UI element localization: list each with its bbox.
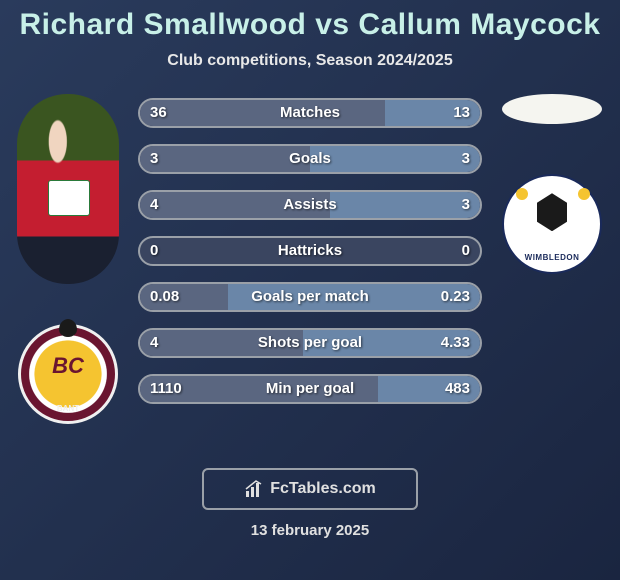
stat-row: 36Matches13 <box>138 98 482 128</box>
left-player-photo <box>17 94 119 284</box>
watermark-text: FcTables.com <box>270 480 376 498</box>
left-player-column: BANT <box>8 94 128 424</box>
left-badge-text: BANT <box>57 404 79 413</box>
stat-label: Goals <box>140 146 480 172</box>
right-player-photo <box>502 94 602 124</box>
stat-value-right: 4.33 <box>441 330 470 356</box>
watermark: FcTables.com <box>202 468 418 510</box>
stat-value-right: 3 <box>462 192 470 218</box>
stat-row: 0Hattricks0 <box>138 236 482 266</box>
left-club-badge: BANT <box>18 324 118 424</box>
stat-value-right: 13 <box>453 100 470 126</box>
stat-value-right: 0.23 <box>441 284 470 310</box>
right-club-badge: WIMBLEDON <box>502 174 602 274</box>
right-badge-text: WIMBLEDON <box>525 253 580 262</box>
stat-row: 3Goals3 <box>138 144 482 174</box>
stat-value-right: 3 <box>462 146 470 172</box>
chart-icon <box>244 479 264 499</box>
stat-row: 1110Min per goal483 <box>138 374 482 404</box>
stat-label: Goals per match <box>140 284 480 310</box>
stat-label: Shots per goal <box>140 330 480 356</box>
date-text: 13 february 2025 <box>0 522 620 539</box>
page-subtitle: Club competitions, Season 2024/2025 <box>0 42 620 70</box>
stat-value-right: 0 <box>462 238 470 264</box>
page-title: Richard Smallwood vs Callum Maycock <box>0 0 620 42</box>
stat-value-right: 483 <box>445 376 470 402</box>
comparison-panel: BANT WIMBLEDON 36Matches133Goals34Assist… <box>0 98 620 438</box>
stat-label: Hattricks <box>140 238 480 264</box>
stat-row: 4Shots per goal4.33 <box>138 328 482 358</box>
stat-bars: 36Matches133Goals34Assists30Hattricks00.… <box>138 98 482 420</box>
stat-label: Matches <box>140 100 480 126</box>
right-player-column: WIMBLEDON <box>492 94 612 274</box>
stat-label: Min per goal <box>140 376 480 402</box>
stat-label: Assists <box>140 192 480 218</box>
stat-row: 0.08Goals per match0.23 <box>138 282 482 312</box>
stat-row: 4Assists3 <box>138 190 482 220</box>
